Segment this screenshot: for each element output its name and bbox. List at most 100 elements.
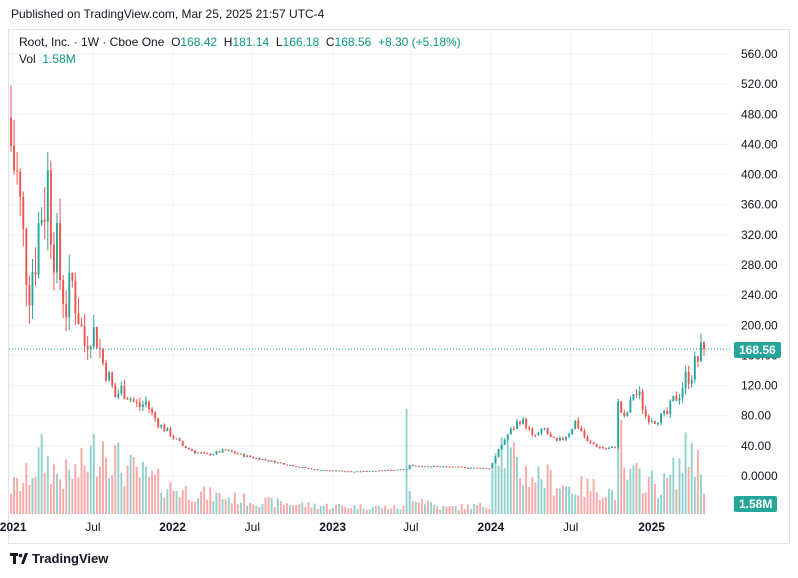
volume-bar (52, 464, 55, 514)
volume-bar (549, 469, 552, 514)
candle-body (546, 428, 549, 434)
volume-bar (37, 447, 40, 514)
volume-label[interactable]: Vol (19, 52, 36, 66)
volume-bar (212, 501, 215, 514)
volume-bar (525, 465, 528, 514)
candle-body (427, 466, 429, 468)
candle-body (175, 438, 178, 440)
volume-bar (534, 482, 537, 514)
candle-body (328, 470, 331, 472)
volume-bar (304, 506, 307, 514)
volume-bar (693, 477, 696, 514)
volume-bar (393, 504, 396, 514)
candle-body (126, 398, 129, 400)
candle-body (534, 434, 537, 436)
candle-body (166, 428, 169, 432)
candle-body (120, 385, 123, 394)
volume-bar (362, 508, 365, 514)
candle-body (347, 471, 350, 473)
candle-body (230, 450, 233, 452)
volume-bar (491, 469, 494, 514)
volume-bar (687, 466, 690, 514)
low-value: 166.18 (282, 35, 320, 49)
volume-bar (86, 471, 89, 514)
candle-body (390, 469, 393, 471)
candle-body (555, 437, 558, 441)
candle-body (479, 467, 482, 469)
candle-body (123, 385, 126, 399)
close-value: 168.56 (334, 35, 372, 49)
volume-bar (197, 498, 199, 514)
volume-bar (258, 507, 261, 514)
volume-bar (699, 474, 702, 514)
volume-bar (457, 509, 460, 514)
candle-body (574, 420, 577, 430)
tradingview-logo-icon (10, 552, 28, 565)
candle-body (439, 466, 442, 468)
candle-body (491, 463, 494, 469)
chart-frame[interactable] (8, 29, 790, 544)
candle-body (690, 379, 693, 384)
volume-bar (264, 497, 267, 514)
volume-bar (261, 503, 264, 514)
candle-body (614, 446, 617, 448)
volume-bar (301, 502, 304, 514)
candle-body (470, 467, 472, 469)
volume-bar (71, 478, 74, 514)
x-tick-label: Jul (85, 520, 100, 534)
x-tick-label: 2025 (638, 520, 665, 534)
low-label: L (275, 35, 283, 49)
y-tick-label: 360.00 (741, 198, 778, 212)
volume-bar (335, 504, 337, 514)
volume-bar (65, 459, 68, 514)
y-tick-label: 320.00 (741, 228, 778, 242)
symbol-label[interactable]: Root, Inc. · 1W · Cboe One (19, 35, 165, 49)
volume-bar (347, 508, 350, 514)
y-tick-label: 280.00 (741, 258, 778, 272)
candle-body (224, 449, 227, 451)
volume-bar (227, 497, 230, 514)
x-tick-label: Jul (403, 520, 418, 534)
candle-body (307, 467, 310, 469)
candle-body (102, 348, 104, 364)
candle-body (157, 418, 160, 428)
candle-body (221, 449, 224, 453)
volume-bar (359, 504, 362, 514)
volume-bar (209, 487, 212, 514)
volume-bar (341, 505, 344, 514)
volume-bar (436, 506, 439, 514)
volume-bar (31, 478, 34, 514)
volume-bar (512, 441, 515, 514)
volume-bar (681, 472, 684, 514)
candle-body (666, 410, 669, 414)
candle-body (396, 469, 399, 471)
volume-bar (568, 486, 571, 514)
candle-body (181, 441, 184, 446)
candle-body (626, 412, 629, 416)
volume-bar (200, 491, 203, 514)
volume-bar (89, 445, 92, 514)
volume-bar (509, 447, 512, 514)
volume-bar (187, 499, 190, 514)
tradingview-branding[interactable]: TradingView (10, 551, 108, 566)
candle-body (384, 470, 387, 472)
volume-bar (607, 488, 610, 514)
candle-body (332, 470, 334, 472)
candle-body (494, 456, 497, 464)
candle-body (227, 450, 230, 452)
candle-body (10, 117, 12, 146)
candle-body (522, 418, 525, 424)
volume-bar (463, 509, 466, 514)
candle-body (270, 460, 273, 462)
volume-bar (629, 468, 632, 514)
candle-body (485, 468, 488, 470)
volume-bar (368, 509, 371, 514)
volume-bar (163, 497, 166, 514)
volume-bar (181, 490, 184, 514)
volume-bar (470, 509, 472, 514)
volume-bar (322, 505, 325, 514)
volume-bar (420, 499, 423, 514)
candle-body (424, 466, 426, 468)
candle-body (604, 448, 607, 450)
